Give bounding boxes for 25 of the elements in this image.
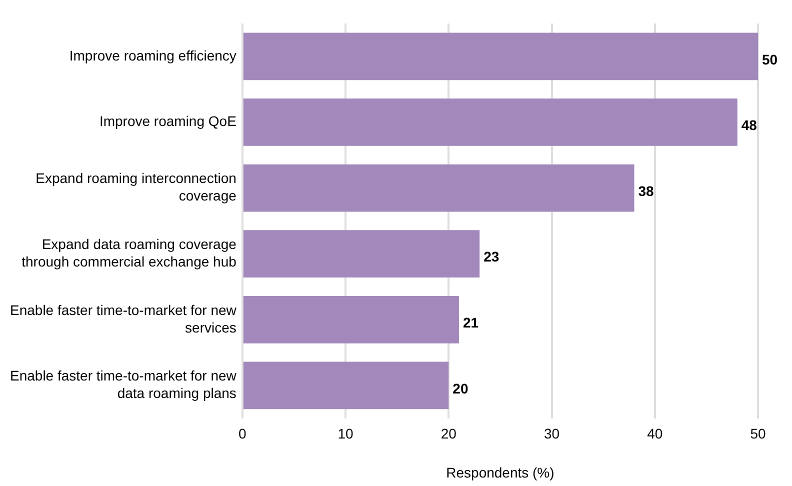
y-tick-label: Expand roaming interconnection coverage <box>36 170 237 204</box>
data-label: 50 <box>762 51 778 68</box>
y-tick-label: Enable faster time-to-market for new data roaming plans <box>10 368 238 402</box>
x-axis-title: Respondents (%) <box>446 464 554 480</box>
bar <box>243 296 459 344</box>
data-label: 48 <box>741 117 758 134</box>
x-tick-label: 20 <box>440 426 457 442</box>
data-label: 21 <box>462 314 479 331</box>
bar <box>243 32 758 80</box>
bar <box>243 230 480 278</box>
x-tick-label: 10 <box>338 426 354 442</box>
data-label: 38 <box>638 182 654 199</box>
y-tick-label: Enable faster time-to-market for new services <box>10 302 238 336</box>
data-label: 23 <box>484 248 500 265</box>
bar <box>243 164 634 212</box>
bar <box>243 362 449 410</box>
y-tick-label: Improve roaming efficiency <box>69 47 236 64</box>
x-tick-label: 50 <box>750 426 766 442</box>
x-tick-label: 0 <box>238 426 247 442</box>
y-tick-label: Expand data roaming coverage through commercial exchange hub <box>22 236 237 270</box>
data-label: 20 <box>452 380 468 396</box>
x-tick-label: 40 <box>647 426 663 442</box>
y-tick-label: Improve roaming QoE <box>99 113 236 130</box>
x-tick-label: 30 <box>544 426 560 442</box>
bar <box>243 98 738 146</box>
